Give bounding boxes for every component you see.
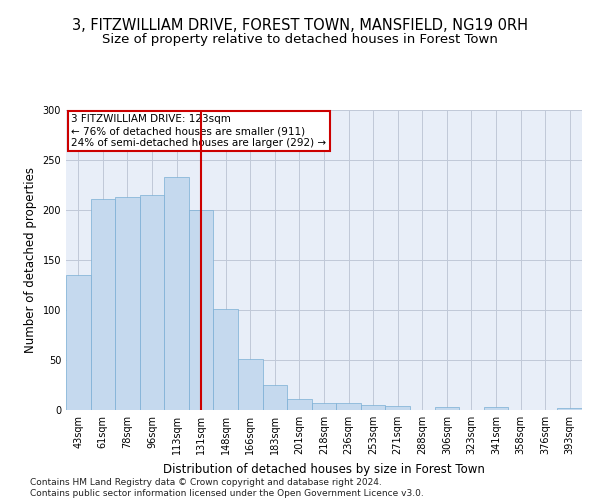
Text: Size of property relative to detached houses in Forest Town: Size of property relative to detached ho… bbox=[102, 32, 498, 46]
Bar bbox=[557, 408, 582, 410]
Bar bbox=[263, 385, 287, 410]
Bar bbox=[238, 359, 263, 410]
Text: Contains HM Land Registry data © Crown copyright and database right 2024.
Contai: Contains HM Land Registry data © Crown c… bbox=[30, 478, 424, 498]
Bar bbox=[361, 405, 385, 410]
Bar bbox=[336, 403, 361, 410]
X-axis label: Distribution of detached houses by size in Forest Town: Distribution of detached houses by size … bbox=[163, 462, 485, 475]
Bar bbox=[115, 197, 140, 410]
Bar bbox=[140, 195, 164, 410]
Bar bbox=[91, 199, 115, 410]
Bar bbox=[434, 407, 459, 410]
Y-axis label: Number of detached properties: Number of detached properties bbox=[24, 167, 37, 353]
Bar bbox=[214, 309, 238, 410]
Bar bbox=[164, 177, 189, 410]
Text: 3 FITZWILLIAM DRIVE: 123sqm
← 76% of detached houses are smaller (911)
24% of se: 3 FITZWILLIAM DRIVE: 123sqm ← 76% of det… bbox=[71, 114, 326, 148]
Bar bbox=[287, 399, 312, 410]
Bar bbox=[189, 210, 214, 410]
Text: 3, FITZWILLIAM DRIVE, FOREST TOWN, MANSFIELD, NG19 0RH: 3, FITZWILLIAM DRIVE, FOREST TOWN, MANSF… bbox=[72, 18, 528, 32]
Bar bbox=[66, 275, 91, 410]
Bar bbox=[484, 407, 508, 410]
Bar bbox=[312, 403, 336, 410]
Bar bbox=[385, 406, 410, 410]
